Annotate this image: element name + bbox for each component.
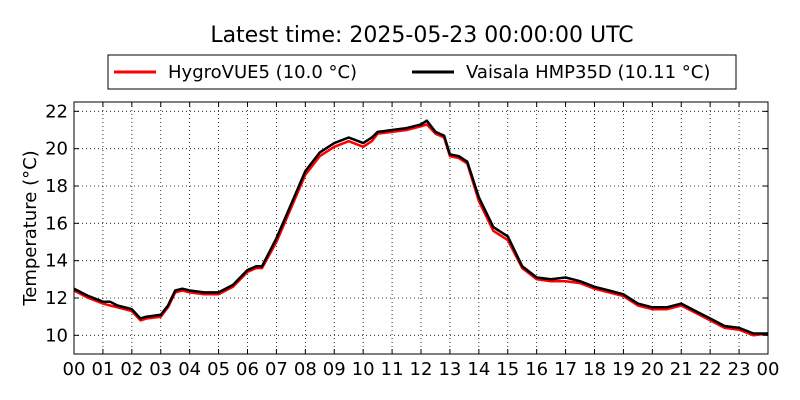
x-tick-label: 12 <box>410 359 433 380</box>
y-axis-label: Temperature (°C) <box>20 150 41 306</box>
x-tick-label: 02 <box>120 359 143 380</box>
y-tick-labels: 10 12 14 16 18 20 22 <box>45 101 68 346</box>
series-lines <box>73 119 769 337</box>
x-tick-label: 19 <box>612 359 635 380</box>
x-tick-label: 07 <box>265 359 288 380</box>
x-tick-label: 13 <box>438 359 461 380</box>
x-tick-label: 17 <box>554 359 577 380</box>
legend-label-hygrovue5: HygroVUE5 (10.0 °C) <box>168 62 357 83</box>
x-tick-label: 14 <box>467 359 490 380</box>
chart-title: Latest time: 2025-05-23 00:00:00 UTC <box>210 23 633 48</box>
legend-label-vaisala: Vaisala HMP35D (10.11 °C) <box>466 62 710 83</box>
grid <box>74 102 768 354</box>
y-tick-label: 16 <box>45 213 68 234</box>
x-tick-label: 06 <box>236 359 259 380</box>
series-line-vaisala <box>73 119 768 335</box>
x-tick-label: 01 <box>91 359 114 380</box>
x-tick-label: 21 <box>670 359 693 380</box>
y-tick-label: 10 <box>45 325 68 346</box>
x-tick-label: 11 <box>381 359 404 380</box>
x-tick-label: 08 <box>294 359 317 380</box>
x-tick-label: 03 <box>149 359 172 380</box>
x-tick-label: 20 <box>641 359 664 380</box>
x-tick-label: 10 <box>352 359 375 380</box>
x-tick-labels: 00 01 02 03 04 05 06 07 08 09 10 11 12 13 14 15 16 17 18 19… <box>63 359 780 380</box>
x-tick-label: 09 <box>323 359 346 380</box>
y-tick-label: 18 <box>45 176 68 197</box>
legend: HygroVUE5 (10.0 °C) Vaisala HMP35D (10.1… <box>107 54 737 90</box>
y-tick-label: 20 <box>45 139 68 160</box>
x-tick-label: 04 <box>178 359 201 380</box>
series-line-hygrovue5 <box>73 123 769 337</box>
x-tick-label: 15 <box>496 359 519 380</box>
y-tick-label: 12 <box>45 288 68 309</box>
x-tick-label: 00 <box>63 359 86 380</box>
ticks <box>73 102 769 354</box>
x-tick-label: 00 <box>757 359 780 380</box>
plot-frame <box>73 101 769 355</box>
y-tick-label: 14 <box>45 251 68 272</box>
x-tick-label: 05 <box>207 359 230 380</box>
x-tick-label: 22 <box>699 359 722 380</box>
x-tick-label: 23 <box>728 359 751 380</box>
y-tick-label: 22 <box>45 101 68 122</box>
x-tick-label: 16 <box>525 359 548 380</box>
x-tick-label: 18 <box>583 359 606 380</box>
